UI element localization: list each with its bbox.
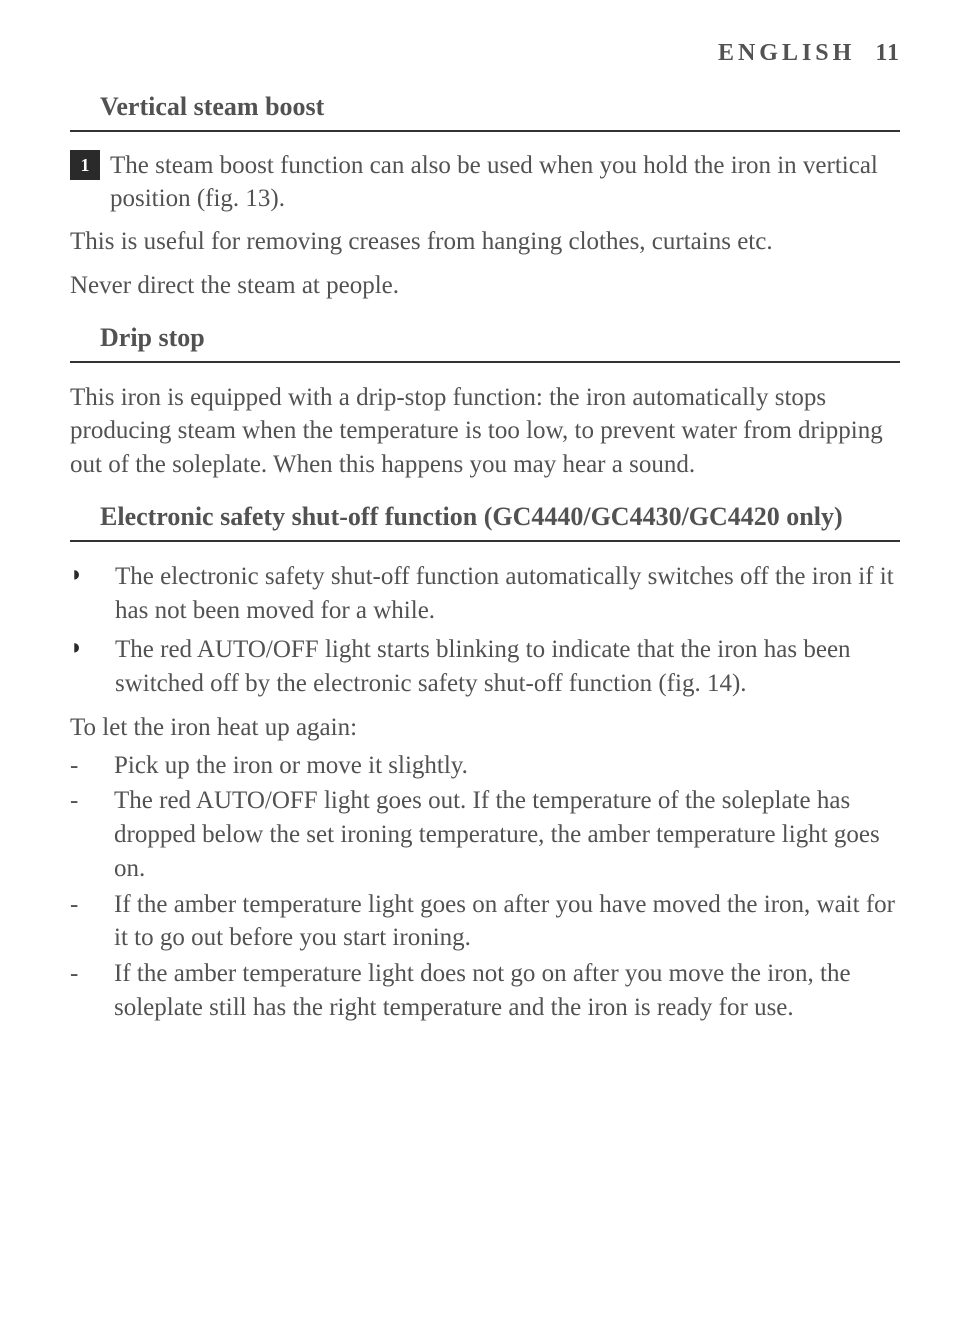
- dash-text: The red AUTO/OFF light goes out. If the …: [114, 784, 900, 885]
- dash-text: Pick up the iron or move it slightly.: [114, 749, 900, 783]
- pointer-item: ◗ The red AUTO/OFF light starts blinking…: [70, 633, 900, 701]
- dash-text: If the amber temperature light goes on a…: [114, 888, 900, 956]
- pointer-icon: ◗: [70, 560, 90, 589]
- language-label: ENGLISH: [718, 40, 855, 66]
- paragraph: This is useful for removing creases from…: [70, 225, 900, 259]
- heading-underline: [70, 361, 900, 363]
- page-number: 11: [875, 40, 900, 66]
- section-vertical-steam: Vertical steam boost 1 The steam boost f…: [70, 92, 900, 303]
- step-number-box: 1: [70, 150, 100, 180]
- section-drip-stop: Drip stop This iron is equipped with a d…: [70, 323, 900, 482]
- paragraph: To let the iron heat up again:: [70, 711, 900, 745]
- pointer-item: ◗ The electronic safety shut-off functio…: [70, 560, 900, 628]
- dash-item: - If the amber temperature light goes on…: [70, 888, 900, 956]
- heading-underline: [70, 540, 900, 542]
- dash-item: - If the amber temperature light does no…: [70, 957, 900, 1025]
- heading-underline: [70, 130, 900, 132]
- pointer-text: The red AUTO/OFF light starts blinking t…: [115, 633, 900, 701]
- step-text: The steam boost function can also be use…: [110, 150, 900, 215]
- dash-item: - The red AUTO/OFF light goes out. If th…: [70, 784, 900, 885]
- pointer-icon: ◗: [70, 633, 90, 662]
- section-heading: Electronic safety shut-off function (GC4…: [70, 502, 900, 532]
- dash-item: - Pick up the iron or move it slightly.: [70, 749, 900, 783]
- dash-text: If the amber temperature light does not …: [114, 957, 900, 1025]
- pointer-text: The electronic safety shut-off function …: [115, 560, 900, 628]
- dash-marker: -: [70, 749, 82, 783]
- section-safety-shutoff: Electronic safety shut-off function (GC4…: [70, 502, 900, 1025]
- paragraph: This iron is equipped with a drip-stop f…: [70, 381, 900, 482]
- dash-marker: -: [70, 784, 82, 818]
- page-header: ENGLISH 11: [70, 40, 900, 67]
- dash-marker: -: [70, 957, 82, 991]
- paragraph: Never direct the steam at people.: [70, 269, 900, 303]
- section-heading: Vertical steam boost: [70, 92, 900, 122]
- numbered-step: 1 The steam boost function can also be u…: [70, 150, 900, 215]
- section-heading: Drip stop: [70, 323, 900, 353]
- dash-marker: -: [70, 888, 82, 922]
